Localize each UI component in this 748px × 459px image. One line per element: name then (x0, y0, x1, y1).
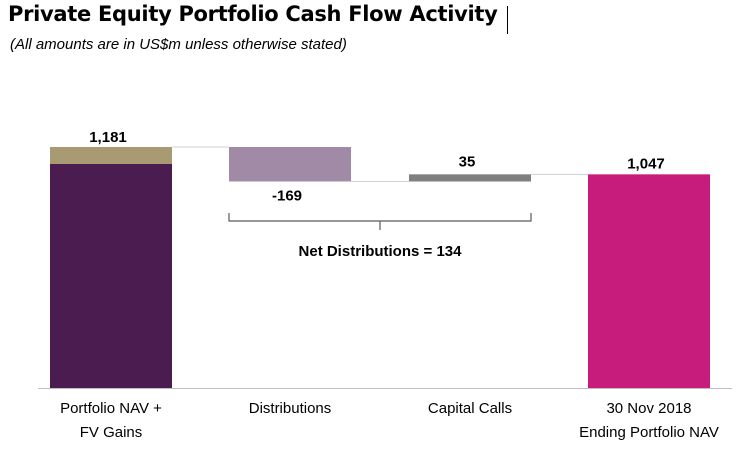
chart-title: Private Equity Portfolio Cash Flow Activ… (8, 2, 498, 26)
net-distributions-bracket (228, 213, 532, 222)
category-label: Portfolio NAV + (60, 400, 162, 417)
text-cursor (507, 6, 508, 34)
category-label: 30 Nov 2018 (606, 400, 691, 417)
category-label: FV Gains (80, 424, 143, 441)
chart-subtitle: (All amounts are in US$m unless otherwis… (10, 36, 347, 53)
bar-portfolio-nav (50, 164, 172, 388)
data-label: 1,181 (89, 129, 127, 146)
category-label: Capital Calls (428, 400, 512, 417)
category-label: Distributions (249, 400, 332, 417)
net-distributions-label: Net Distributions = 134 (299, 243, 463, 260)
data-label: 1,047 (627, 155, 665, 172)
category-label: Ending Portfolio NAV (579, 424, 719, 441)
bar-fv-gains-band (50, 147, 172, 164)
bar-3 (409, 174, 531, 182)
bar-4 (588, 174, 710, 388)
bar-2 (229, 147, 351, 182)
data-label: 35 (459, 153, 476, 170)
data-label: -169 (272, 187, 302, 204)
